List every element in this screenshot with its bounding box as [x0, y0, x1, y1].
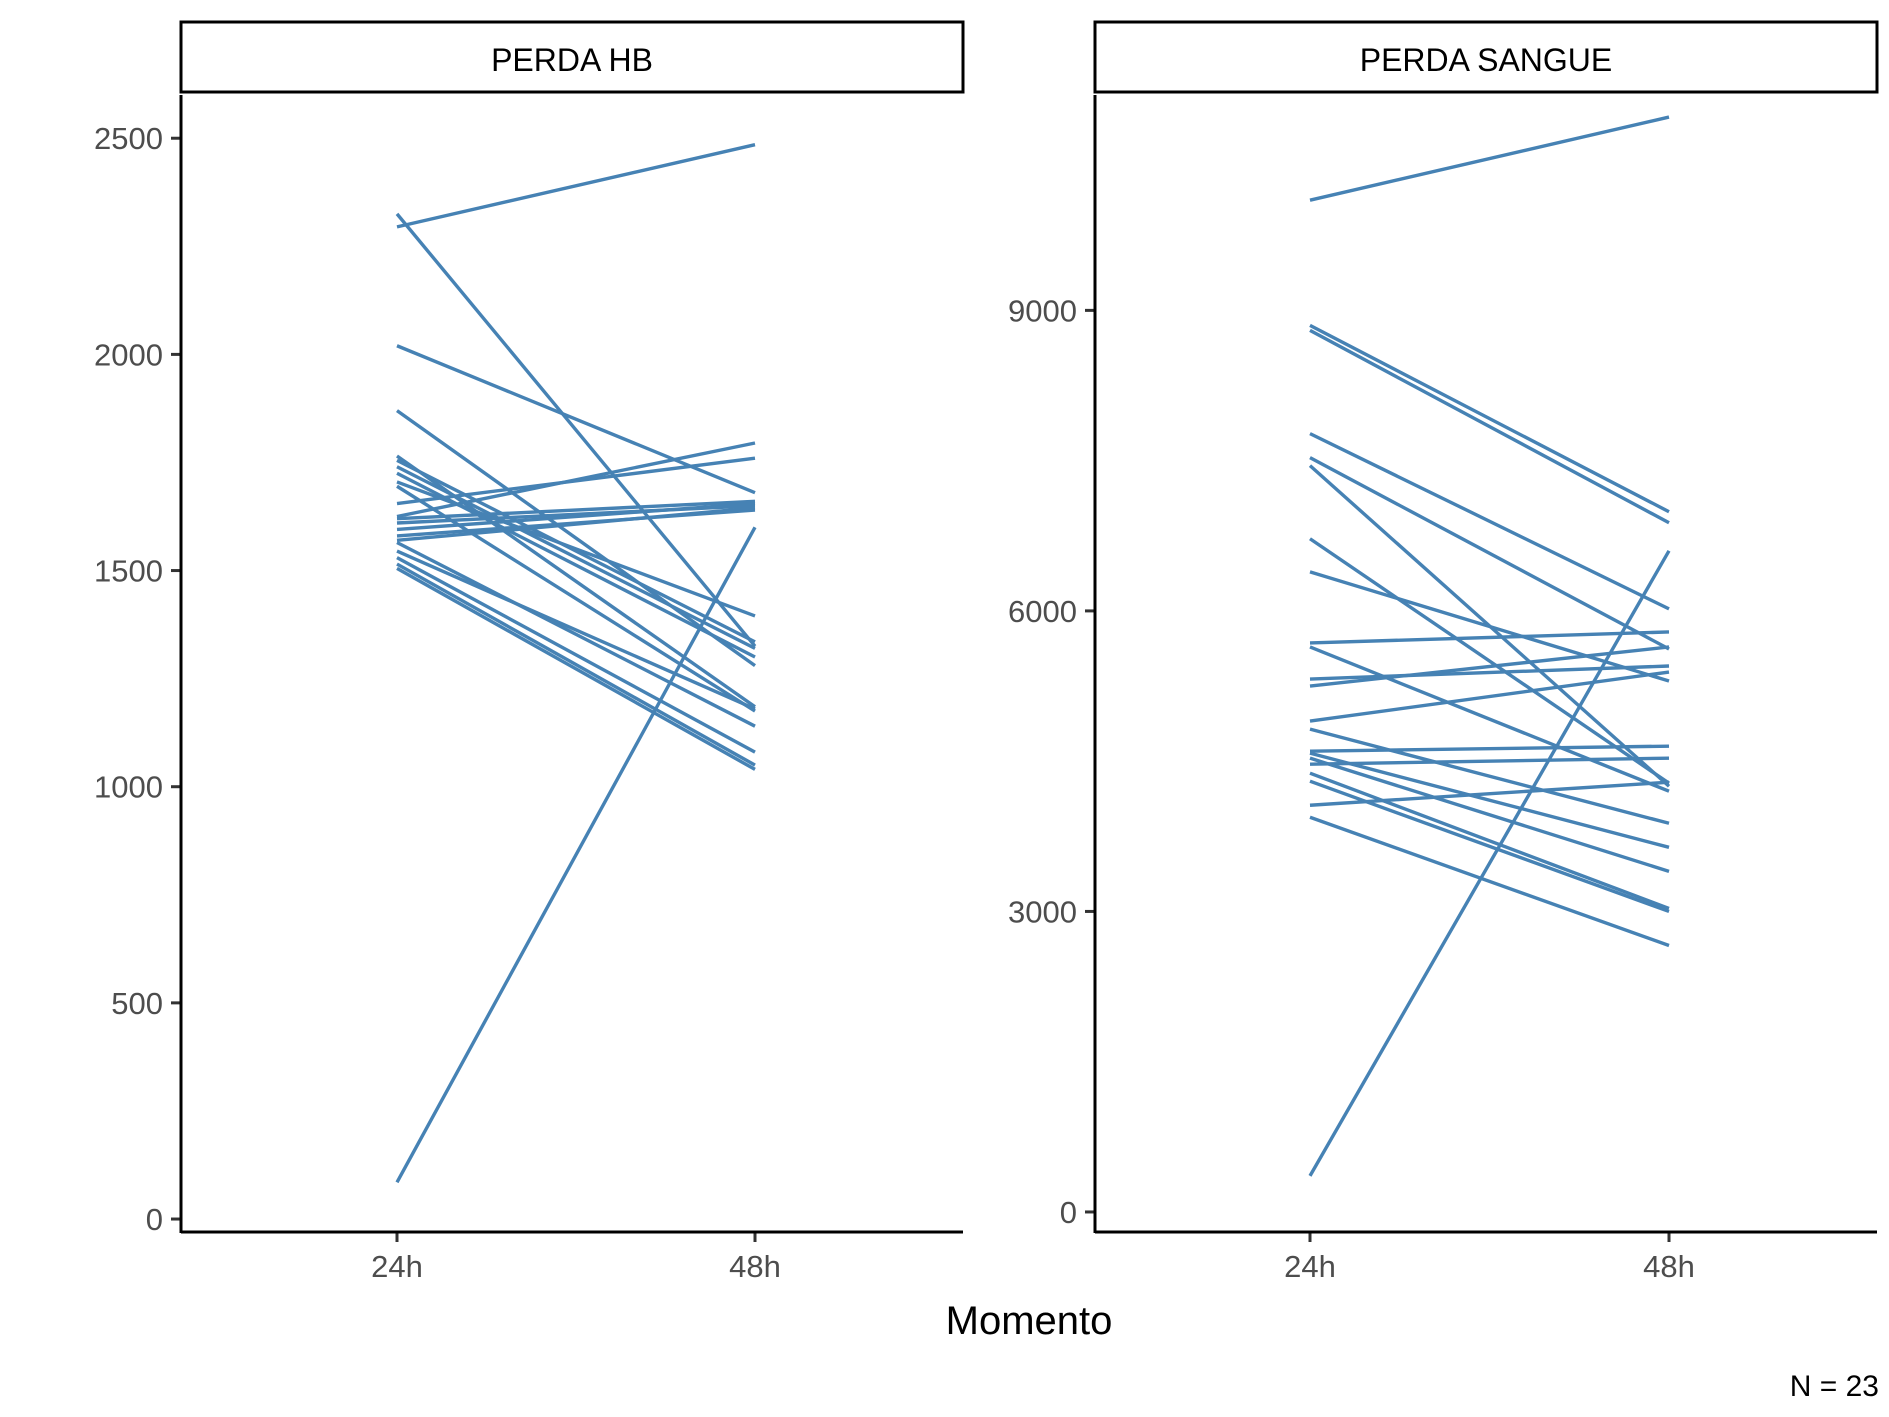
series-line-2 [395, 212, 757, 648]
series-line-7 [1309, 537, 1670, 785]
series-line-3 [1309, 328, 1670, 525]
x-tick-label: 48h [729, 1249, 781, 1284]
series-lines-left [395, 143, 757, 1184]
series-line-4 [396, 409, 756, 668]
y-tick-label: 1000 [94, 770, 163, 805]
x-ticks-left: 24h 48h [371, 1232, 781, 1284]
facet-strip-right [1093, 20, 1879, 94]
series-line-13 [396, 499, 756, 521]
series-line-2 [1309, 323, 1670, 514]
x-tick-label: 24h [1284, 1249, 1336, 1284]
series-line-21 [396, 562, 756, 767]
series-line-9 [1309, 630, 1670, 645]
y-tick-label: 3000 [1008, 894, 1077, 929]
facet-panel-left: PERDA HB 0 500 1000 1500 2000 2500 24h 48h [94, 20, 965, 1284]
series-line-12 [396, 441, 756, 519]
series-line-23 [1308, 549, 1671, 1177]
x-ticks-right: 24h 48h [1284, 1232, 1695, 1284]
series-line-22 [396, 566, 756, 771]
series-line-17 [1309, 756, 1670, 873]
series-line-21 [1309, 780, 1670, 807]
y-ticks-right: 0 3000 6000 9000 [1008, 293, 1095, 1230]
series-line-11 [1309, 664, 1670, 681]
facet-strip-left [179, 20, 965, 94]
series-line-18 [396, 540, 756, 728]
y-tick-label: 0 [146, 1202, 163, 1237]
y-tick-label: 9000 [1008, 293, 1077, 328]
x-axis-title: Momento [946, 1299, 1113, 1343]
series-line-22 [1309, 815, 1670, 948]
y-ticks-left: 0 500 1000 1500 2000 2500 [94, 121, 181, 1237]
series-line-5 [1309, 456, 1670, 651]
y-tick-label: 500 [111, 986, 163, 1021]
series-line-19 [396, 549, 756, 711]
series-line-14 [1309, 727, 1670, 825]
series-line-3 [396, 344, 756, 495]
facet-title-right: PERDA SANGUE [1360, 42, 1613, 78]
series-line-18 [1309, 756, 1670, 766]
series-line-15 [1309, 744, 1670, 753]
y-tick-label: 2500 [94, 121, 163, 156]
series-line-4 [1309, 432, 1670, 611]
x-tick-label: 48h [1643, 1249, 1695, 1284]
series-line-6 [396, 458, 756, 644]
series-line-23 [395, 526, 757, 1184]
series-line-20 [396, 556, 756, 754]
caption-n: N = 23 [1790, 1370, 1879, 1403]
facet-panel-right: PERDA SANGUE 0 3000 6000 9000 24h 48h [1008, 20, 1879, 1284]
series-line-13 [1309, 670, 1670, 723]
series-line-17 [396, 506, 756, 542]
series-line-16 [1309, 751, 1670, 849]
y-tick-label: 6000 [1008, 594, 1077, 629]
series-line-10 [1309, 645, 1670, 793]
series-line-8 [1309, 570, 1670, 683]
series-lines-right [1308, 115, 1671, 1177]
y-tick-label: 1500 [94, 554, 163, 589]
series-line-15 [396, 501, 756, 532]
series-line-1 [396, 143, 756, 229]
facet-title-left: PERDA HB [491, 42, 653, 78]
x-tick-label: 24h [371, 1249, 423, 1284]
series-line-19 [1309, 771, 1670, 911]
y-tick-label: 2000 [94, 337, 163, 372]
y-tick-label: 0 [1060, 1195, 1077, 1230]
series-line-1 [1309, 115, 1670, 202]
